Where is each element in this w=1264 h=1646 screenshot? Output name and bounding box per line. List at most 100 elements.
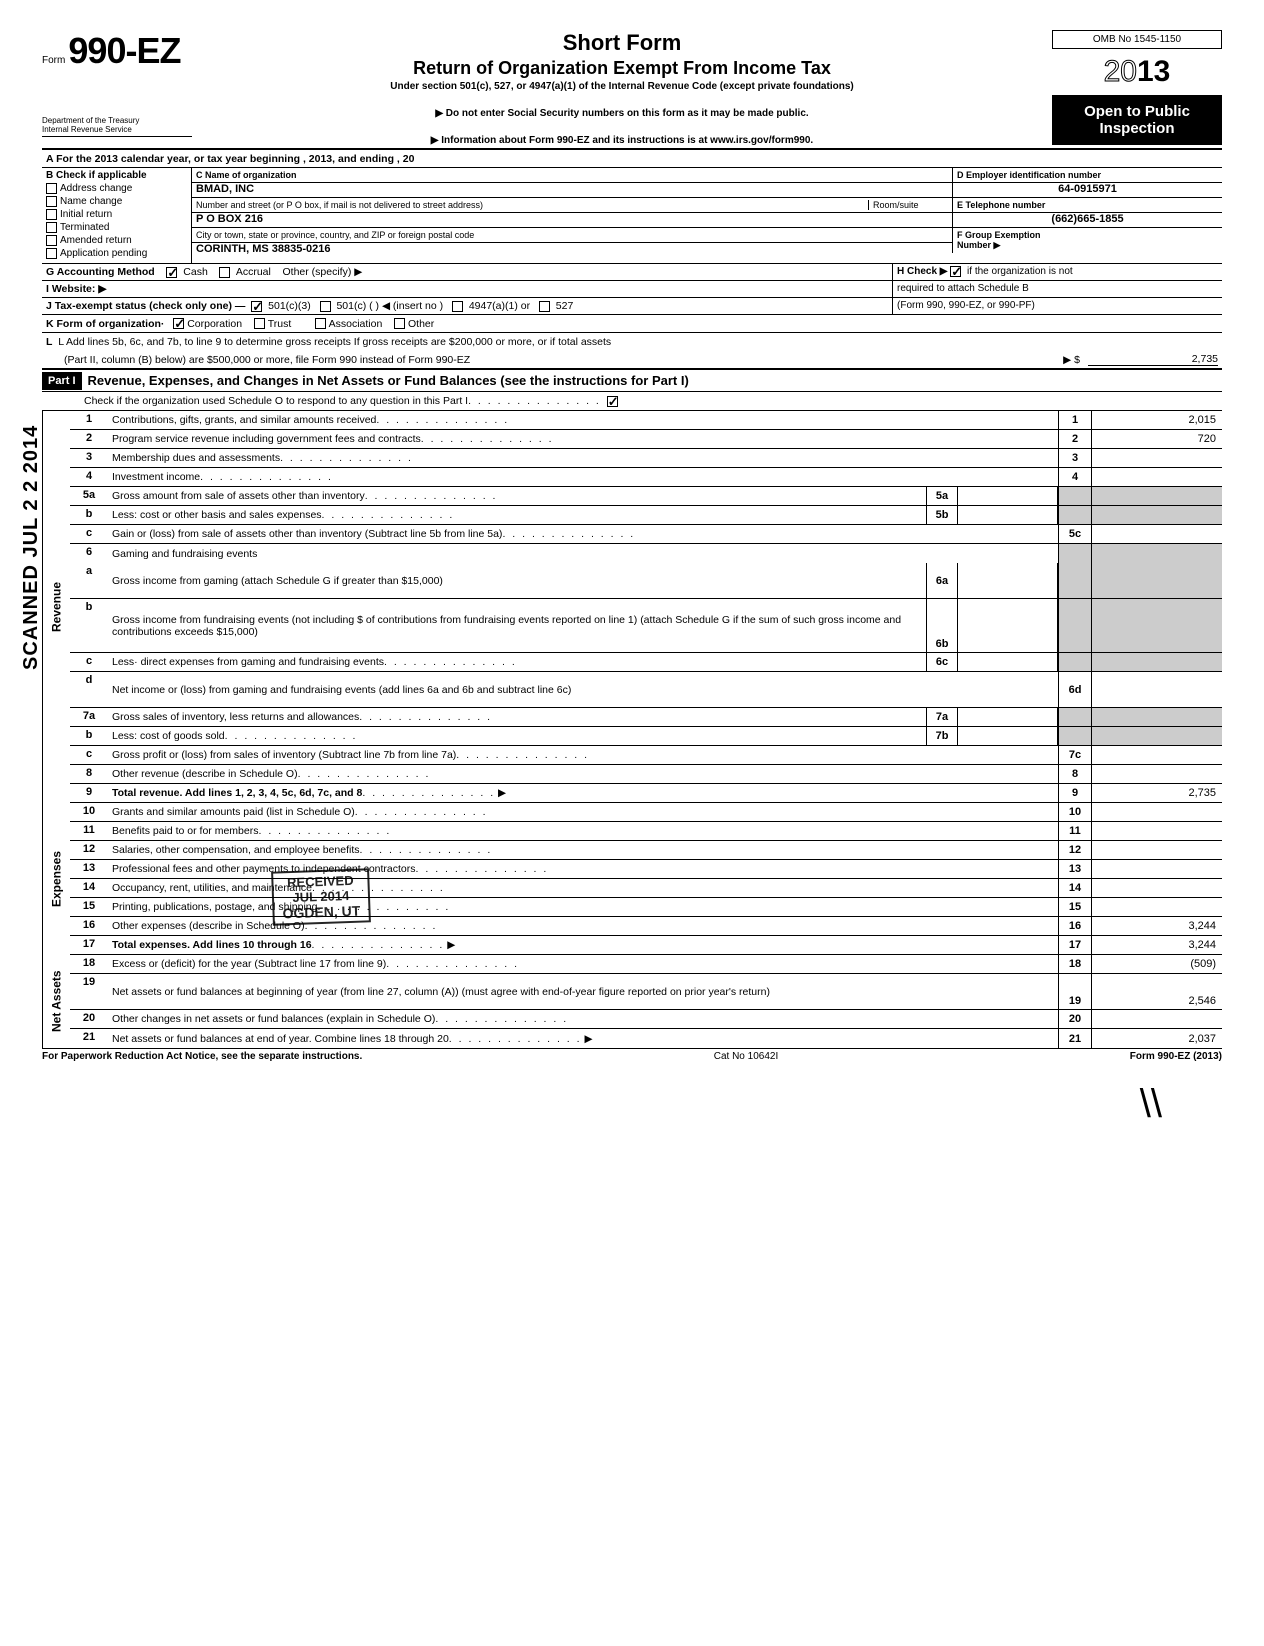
row-7a-desc: Gross sales of inventory, less returns a…: [112, 711, 359, 723]
phone-label: E Telephone number: [952, 198, 1222, 213]
notice-1: Do not enter Social Security numbers on …: [200, 108, 1044, 119]
cb-address-change[interactable]: [46, 183, 57, 194]
row-1-rn: 1: [1058, 411, 1092, 429]
opt-other-org: Other: [408, 318, 434, 330]
cb-amended[interactable]: [46, 235, 57, 246]
row-6a-num: a: [70, 563, 108, 598]
opt-501c: 501(c) ( ) ◀ (insert no ): [336, 300, 443, 312]
row-10-desc: Grants and similar amounts paid (list in…: [112, 806, 355, 818]
row-9-rn: 9: [1058, 784, 1092, 802]
row-6c-desc: Less· direct expenses from gaming and fu…: [112, 656, 384, 668]
opt-terminated: Terminated: [60, 222, 109, 233]
row-10-rn: 10: [1058, 803, 1092, 821]
row-6b-num: b: [70, 599, 108, 652]
line-l-2: (Part II, column (B) below) are $500,000…: [46, 354, 470, 366]
cb-schedule-b[interactable]: [950, 266, 961, 277]
org-name: BMAD, INC: [192, 183, 952, 198]
side-netassets: Net Assets: [42, 955, 70, 1048]
tax-year: 2013: [1052, 55, 1222, 89]
line-h-tail2: required to attach Schedule B: [897, 283, 1029, 294]
row-14-desc: Occupancy, rent, utilities, and maintena…: [112, 882, 312, 894]
open-to-public: Open to Public Inspection: [1052, 95, 1222, 145]
opt-assoc: Association: [329, 318, 383, 330]
row-8-val: [1092, 765, 1222, 783]
row-7c-rn: 7c: [1058, 746, 1092, 764]
cb-527[interactable]: [539, 301, 550, 312]
row-7b-num: b: [70, 727, 108, 745]
row-9-val: 2,735: [1092, 784, 1222, 802]
org-city: CORINTH, MS 38835-0216: [192, 243, 952, 257]
row-1-num: 1: [70, 411, 108, 429]
opt-4947: 4947(a)(1) or: [469, 300, 530, 312]
form-prefix: Form: [42, 55, 65, 66]
opt-trust: Trust: [268, 318, 292, 330]
row-12-rn: 12: [1058, 841, 1092, 859]
row-11-val: [1092, 822, 1222, 840]
row-5a-num: 5a: [70, 487, 108, 505]
row-7c-desc: Gross profit or (loss) from sales of inv…: [112, 749, 456, 761]
row-20-desc: Other changes in net assets or fund bala…: [112, 1013, 435, 1025]
opt-pending: Application pending: [60, 248, 147, 259]
ein-label: D Employer identification number: [952, 168, 1222, 183]
row-12-val: [1092, 841, 1222, 859]
cb-pending[interactable]: [46, 248, 57, 259]
cb-corp[interactable]: [173, 318, 184, 329]
row-14-rn: 14: [1058, 879, 1092, 897]
row-19-val: 2,546: [1092, 974, 1222, 1009]
row-5a-desc: Gross amount from sale of assets other t…: [112, 490, 365, 502]
row-6d-num: d: [70, 672, 108, 707]
row-6-desc: Gaming and fundraising events: [112, 548, 257, 560]
row-20-val: [1092, 1010, 1222, 1028]
row-16-val: 3,244: [1092, 917, 1222, 935]
line-h-tail3: (Form 990, 990-EZ, or 990-PF): [897, 300, 1035, 311]
row-11-rn: 11: [1058, 822, 1092, 840]
cb-terminated[interactable]: [46, 222, 57, 233]
row-6d-desc: Net income or (loss) from gaming and fun…: [112, 684, 571, 696]
cb-501c[interactable]: [320, 301, 331, 312]
open-public-2: Inspection: [1056, 120, 1218, 137]
notice-2: Information about Form 990-EZ and its in…: [200, 135, 1044, 146]
row-4-num: 4: [70, 468, 108, 486]
row-4-val: [1092, 468, 1222, 486]
row-5c-num: c: [70, 525, 108, 543]
row-9-num: 9: [70, 784, 108, 802]
cb-accrual[interactable]: [219, 267, 230, 278]
name-label: C Name of organization: [192, 168, 952, 183]
cb-4947[interactable]: [452, 301, 463, 312]
cb-assoc[interactable]: [315, 318, 326, 329]
footer-mid: Cat No 10642I: [714, 1051, 779, 1062]
opt-initial-return: Initial return: [60, 209, 112, 220]
line-l-arrow: ▶ $: [1063, 354, 1080, 366]
cb-501c3[interactable]: [251, 301, 262, 312]
addr-label: Number and street (or P O box, if mail i…: [196, 200, 868, 210]
opt-amended: Amended return: [60, 235, 132, 246]
row-2-desc: Program service revenue including govern…: [112, 433, 421, 445]
row-21-num: 21: [70, 1029, 108, 1048]
line-h-tail: if the organization is not: [967, 266, 1073, 277]
row-2-rn: 2: [1058, 430, 1092, 448]
cb-cash[interactable]: [166, 267, 177, 278]
row-5c-desc: Gain or (loss) from sale of assets other…: [112, 528, 502, 540]
row-2-val: 720: [1092, 430, 1222, 448]
city-label: City or town, state or province, country…: [192, 228, 952, 243]
opt-corp: Corporation: [187, 318, 242, 330]
row-6a-desc: Gross income from gaming (attach Schedul…: [112, 575, 443, 587]
row-14-val: [1092, 879, 1222, 897]
cb-schedule-o[interactable]: [607, 396, 618, 407]
row-6c-num: c: [70, 653, 108, 671]
line-i: I Website: ▶: [46, 283, 106, 295]
row-6a-mn: 6a: [926, 563, 958, 598]
row-18-rn: 18: [1058, 955, 1092, 973]
cb-initial-return[interactable]: [46, 209, 57, 220]
cb-other-org[interactable]: [394, 318, 405, 329]
row-3-rn: 3: [1058, 449, 1092, 467]
line-j-label: J Tax-exempt status (check only one) —: [46, 300, 245, 312]
form-number: 990-EZ: [68, 30, 180, 71]
row-14-num: 14: [70, 879, 108, 897]
cb-trust[interactable]: [254, 318, 265, 329]
cb-name-change[interactable]: [46, 196, 57, 207]
row-1-desc: Contributions, gifts, grants, and simila…: [112, 414, 376, 426]
opt-other-specify: Other (specify) ▶: [283, 266, 363, 278]
row-6c-mn: 6c: [926, 653, 958, 671]
row-5c-rn: 5c: [1058, 525, 1092, 543]
